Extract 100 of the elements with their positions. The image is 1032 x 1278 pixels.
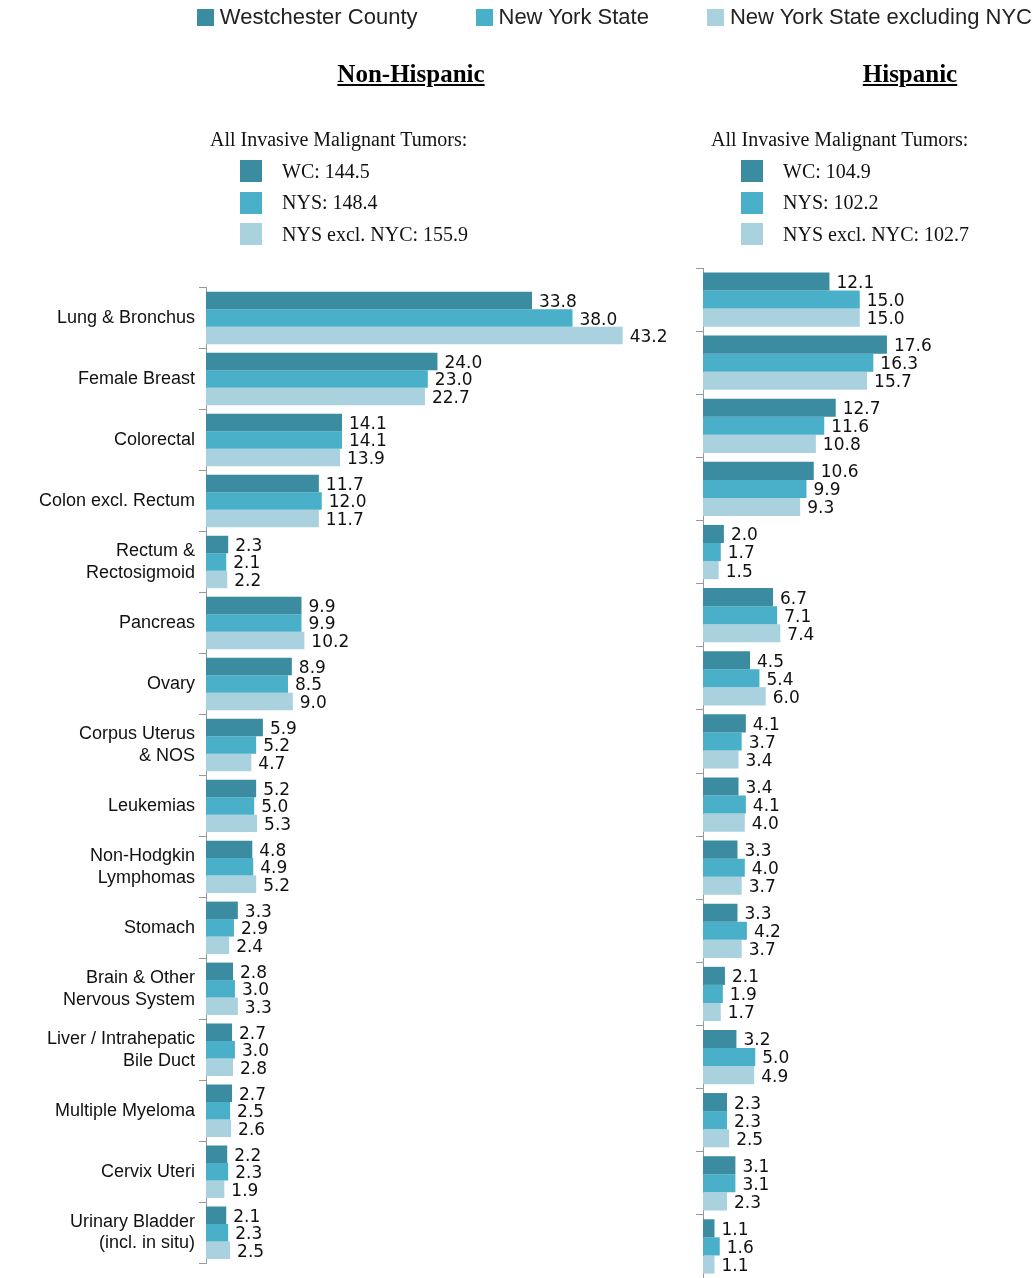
data-label: 3.7 (748, 876, 776, 897)
bar (703, 588, 774, 607)
bar (206, 962, 233, 981)
bar (206, 1241, 231, 1259)
bar (206, 1023, 233, 1042)
data-label: 1.6 (726, 1236, 754, 1257)
data-label: 9.3 (807, 497, 835, 518)
data-label: 5.0 (762, 1047, 790, 1068)
data-label: 5.2 (263, 778, 291, 799)
data-label: 5.9 (269, 717, 297, 738)
bar (703, 1192, 728, 1211)
data-label: 3.1 (742, 1155, 770, 1176)
bar (206, 326, 623, 345)
y-tick-label: Multiple Myeloma (54, 1099, 196, 1120)
bar (703, 903, 738, 922)
bar (206, 1041, 235, 1059)
data-label: 3.3 (744, 903, 772, 924)
bar (206, 797, 255, 815)
data-label: 10.6 (820, 461, 859, 482)
bar (703, 966, 725, 985)
bar (703, 732, 742, 751)
bar (703, 543, 721, 562)
data-label: 2.8 (240, 961, 268, 982)
data-label: 43.2 (629, 325, 668, 346)
data-label: 1.7 (727, 1002, 755, 1023)
data-label: 4.9 (761, 1065, 789, 1086)
data-label: 4.2 (753, 921, 781, 942)
y-tick-label: Pancreas (118, 611, 195, 632)
bar (703, 624, 781, 643)
bar (703, 479, 807, 498)
data-label: 3.7 (748, 939, 776, 960)
data-label: 3.7 (748, 731, 776, 752)
data-label: 15.7 (874, 371, 912, 392)
data-label: 2.0 (730, 524, 758, 545)
bar (206, 1145, 228, 1163)
y-tick-label: Non-Hodgkin Lymphomas (89, 845, 195, 887)
bar (206, 1119, 232, 1137)
data-label: 17.6 (893, 335, 932, 356)
bar (206, 875, 257, 894)
data-label: 1.5 (725, 560, 753, 581)
data-label: 4.0 (751, 813, 779, 834)
bar (206, 919, 234, 937)
y-tick-label: Corpus Uterus & NOS (78, 723, 195, 765)
chart-title: Non-Hispanic (336, 60, 486, 88)
bar (703, 561, 719, 580)
bar (206, 657, 292, 676)
bar (703, 398, 836, 417)
y-tick-label: Colorectal (113, 429, 195, 450)
bar (703, 876, 742, 895)
bar (703, 606, 778, 625)
y-tick-label: Liver / Intrahepatic Bile Duct (46, 1027, 195, 1070)
text: NYS excl. NYC: 155.9 (282, 221, 469, 247)
data-label: 15.0 (866, 308, 905, 329)
bar (206, 413, 342, 432)
data-label: 2.3 (734, 1110, 762, 1131)
data-label: 7.4 (787, 623, 815, 644)
bar (206, 474, 319, 493)
bar (703, 1029, 737, 1049)
data-label: 9.9 (813, 479, 841, 500)
bar (703, 1129, 730, 1148)
bar (206, 1223, 229, 1242)
bar (703, 1093, 728, 1112)
bar (703, 335, 887, 354)
bar (703, 416, 825, 435)
text: All Invasive Malignant Tumors: (711, 128, 969, 150)
data-label: 33.8 (538, 291, 577, 312)
data-label: 12.7 (842, 398, 881, 419)
bar (206, 980, 235, 998)
data-label: 12.1 (836, 271, 875, 292)
bar (703, 669, 760, 688)
legend-label: New York State (498, 4, 649, 30)
bar (206, 718, 263, 737)
bar (206, 779, 257, 798)
bar (703, 290, 860, 309)
bar (703, 1002, 721, 1022)
data-label: 9.9 (308, 595, 336, 616)
text: NYS: 148.4 (282, 190, 378, 215)
bar (703, 308, 860, 327)
bar (703, 714, 746, 733)
bar (206, 492, 322, 510)
data-label: 1.7 (727, 542, 755, 563)
bar (206, 692, 293, 711)
data-label: 8.9 (298, 656, 326, 677)
bar (206, 509, 319, 528)
bar (703, 434, 816, 453)
bar (206, 858, 254, 876)
text: All Invasive Malignant Tumors: (210, 128, 468, 150)
data-label: 2.3 (734, 1191, 762, 1212)
bar (703, 1255, 715, 1274)
bar (703, 461, 814, 480)
data-label: 4.0 (751, 858, 779, 879)
bar (206, 1084, 233, 1103)
bar (206, 448, 341, 467)
y-tick-label: Colon excl. Rectum (38, 489, 195, 510)
data-label: 14.1 (348, 412, 387, 433)
data-label: 6.0 (772, 686, 800, 707)
data-label: 3.3 (744, 840, 772, 861)
data-label: 10.8 (822, 434, 861, 455)
bar (703, 795, 746, 814)
bar (206, 1058, 233, 1077)
